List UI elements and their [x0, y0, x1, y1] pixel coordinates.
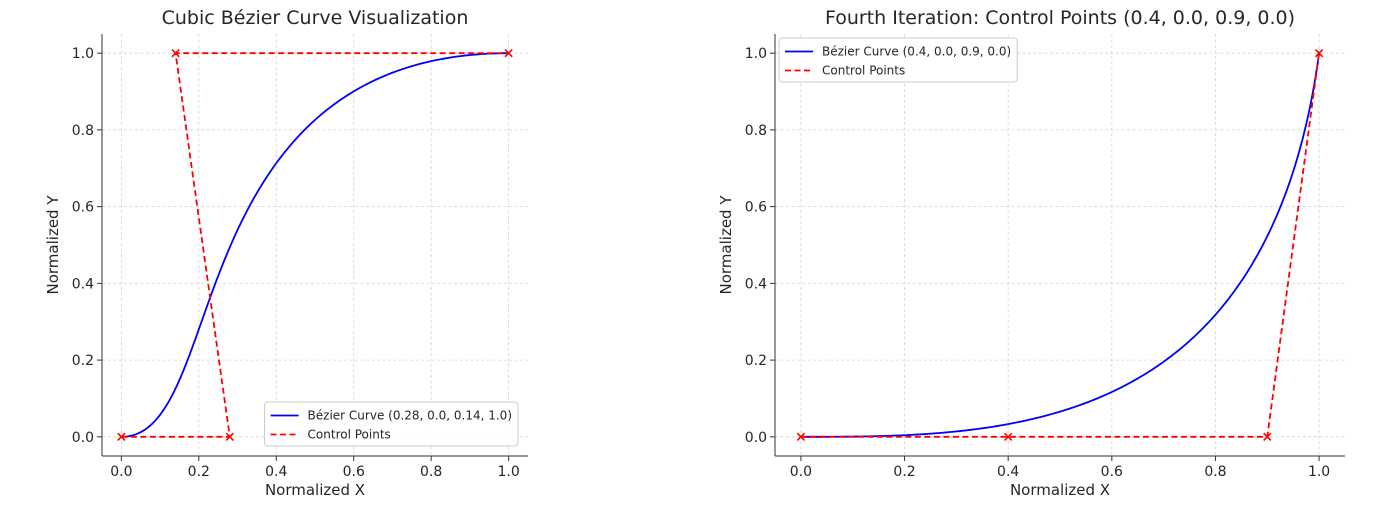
y-tick-label: 1.0 — [745, 46, 767, 62]
control-polygon-line — [800, 53, 1320, 438]
chart-panel-1: 0.0 0.2 0.4 0.6 0.8 1.0 0.0 0.2 0.4 0.6 0.8 1.0 Cubi… — [44, 7, 528, 499]
x-tick-label: 0.8 — [420, 464, 442, 480]
y-tick-label: 0.4 — [72, 276, 94, 292]
x-tick-label: 0.6 — [343, 464, 365, 480]
control-point-marker — [117, 432, 126, 441]
chart-title: Cubic Bézier Curve Visualization — [162, 7, 469, 29]
x-tick-label: 0.2 — [188, 464, 210, 480]
chart-panel-2: 0.0 0.2 0.4 0.6 0.8 1.0 0.0 0.2 0.4 0.6 0.8 1.0 Four… — [717, 7, 1345, 499]
y-tick-label: 0.4 — [745, 276, 767, 292]
y-tick-label: 0.6 — [745, 200, 767, 216]
control-point-marker — [796, 432, 806, 441]
y-tick-label: 0.0 — [745, 430, 767, 446]
legend-box — [778, 37, 1018, 83]
legend-label: Bézier Curve (0.28, 0.0, 0.14, 1.0) — [308, 409, 512, 423]
legend-label: Control Points — [308, 428, 391, 442]
x-tick-label: 0.0 — [790, 464, 812, 480]
x-tick-label: 1.0 — [1308, 464, 1330, 480]
x-tick-label: 0.4 — [997, 464, 1019, 480]
y-tick-label: 0.8 — [72, 123, 94, 139]
y-tick-label: 0.2 — [745, 353, 767, 369]
legend-label: Control Points — [822, 64, 905, 78]
legend-entry: Control Points — [270, 428, 391, 442]
x-axis-label: Normalized X — [1010, 481, 1110, 499]
control-point-marker — [225, 432, 234, 441]
control-point-marker — [1263, 432, 1272, 441]
y-tick-label: 0.8 — [745, 123, 767, 139]
x-tick-label: 0.4 — [265, 464, 287, 480]
legend: Bézier Curve (0.28, 0.0, 0.14, 1.0) Contr… — [264, 401, 519, 447]
x-tick-label: 0.2 — [893, 464, 915, 480]
legend-box — [264, 401, 519, 447]
x-tick-label: 1.0 — [498, 464, 520, 480]
y-tick-label: 0.2 — [72, 353, 94, 369]
x-tick-label: 0.6 — [1101, 464, 1123, 480]
bezier-curve-line — [121, 52, 509, 438]
y-tick-label: 0.6 — [72, 200, 94, 216]
control-point-marker — [171, 49, 180, 58]
x-tick-label: 0.8 — [1204, 464, 1226, 480]
control-point-marker — [1004, 432, 1013, 441]
y-axis-label: Normalized Y — [44, 195, 62, 295]
legend-label: Bézier Curve (0.4, 0.0, 0.9, 0.0) — [822, 45, 1011, 59]
chart-title: Fourth Iteration: Control Points (0.4, 0… — [825, 7, 1295, 29]
x-axis-label: Normalized X — [265, 481, 365, 499]
y-axis-label: Normalized Y — [717, 195, 735, 295]
y-tick-label: 1.0 — [72, 46, 94, 62]
control-point-marker — [1314, 49, 1324, 58]
legend-entry: Control Points — [785, 64, 905, 78]
x-tick-label: 0.0 — [110, 464, 132, 480]
y-tick-label: 0.0 — [72, 430, 94, 446]
legend: Bézier Curve (0.4, 0.0, 0.9, 0.0) Control… — [778, 37, 1018, 83]
legend-entry: Bézier Curve (0.4, 0.0, 0.9, 0.0) — [785, 45, 1011, 59]
control-point-marker — [504, 49, 513, 58]
bezier-curve-line — [800, 53, 1320, 438]
legend-entry: Bézier Curve (0.28, 0.0, 0.14, 1.0) — [270, 409, 512, 423]
